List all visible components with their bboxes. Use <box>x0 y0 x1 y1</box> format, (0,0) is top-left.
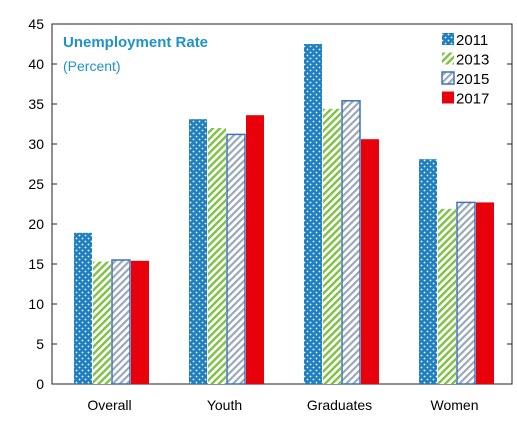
y-tick-label: 25 <box>28 176 44 192</box>
bar-2017-youth <box>246 115 264 384</box>
x-tick-label: Women <box>431 397 479 413</box>
y-tick-label: 0 <box>36 376 44 392</box>
bar-2017-women <box>476 202 494 384</box>
legend-label-2011: 2011 <box>456 32 488 49</box>
legend: 2011 2013 2015 2017 <box>441 32 489 108</box>
bar-2013-youth <box>208 128 226 384</box>
bar-2015-overall <box>111 259 131 385</box>
bar-2011-overall <box>74 232 92 384</box>
bar-2011-graduates <box>304 44 322 384</box>
x-tick-label: Youth <box>207 397 242 413</box>
legend-swatch-2011 <box>442 33 454 45</box>
x-tick-label: Overall <box>87 397 131 413</box>
plot-frame <box>51 23 513 385</box>
legend-swatch-2017 <box>442 91 454 104</box>
legend-label-2015: 2015 <box>456 71 489 88</box>
bar-2015-graduates <box>341 100 361 385</box>
axes: 0 5 10 15 20 25 30 35 40 45 Overall Youth Graduates W… <box>28 16 513 413</box>
bar-2013-women <box>438 208 456 384</box>
bar-2017-overall <box>131 260 149 384</box>
legend-swatch-2015 <box>441 71 455 85</box>
chart-title: Unemployment Rate <box>63 34 208 51</box>
x-tick-label: Graduates <box>307 397 372 413</box>
y-tick-label: 15 <box>28 256 44 272</box>
bar-2011-youth <box>189 119 207 384</box>
y-tick-label: 5 <box>36 336 44 352</box>
bar-2013-graduates <box>323 108 341 385</box>
bar-2011-women <box>419 159 437 384</box>
y-tick-label: 30 <box>28 136 44 152</box>
bar-2015-youth <box>226 133 246 385</box>
legend-swatch-2013 <box>442 52 454 65</box>
legend-label-2017: 2017 <box>456 91 489 108</box>
legend-label-2013: 2013 <box>456 52 489 69</box>
y-tick-label: 20 <box>28 216 44 232</box>
bar-2015-women <box>456 201 476 385</box>
bar-2017-graduates <box>361 139 379 384</box>
chart-title-block: Unemployment Rate (Percent) <box>63 34 208 74</box>
chart-subtitle: (Percent) <box>63 58 121 74</box>
bar-2013-overall <box>93 261 111 384</box>
bars <box>74 44 494 385</box>
y-tick-label: 45 <box>28 16 44 32</box>
y-tick-label: 40 <box>28 56 44 72</box>
y-tick-label: 35 <box>28 96 44 112</box>
y-tick-label: 10 <box>28 296 44 312</box>
